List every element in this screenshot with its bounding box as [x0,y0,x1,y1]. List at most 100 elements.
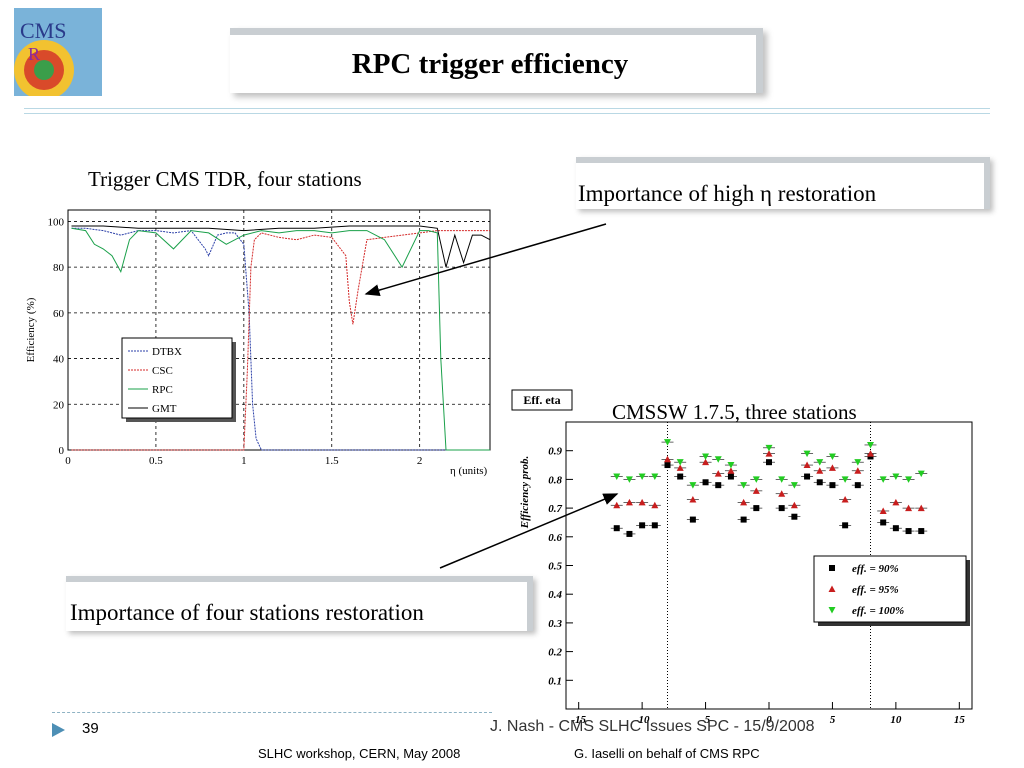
data-point-100 [917,470,925,478]
data-point-90 [689,516,696,523]
data-point-95 [638,498,646,506]
data-point-95 [702,458,710,466]
data-point-90 [740,516,747,523]
data-point-95 [828,464,836,471]
y-tick-label: 100 [48,216,65,228]
data-point-100 [892,473,900,481]
data-point-95 [714,470,722,477]
legend-label: DTBX [152,346,182,358]
y-tick-label: 0.1 [548,675,562,687]
data-point-95 [664,455,671,463]
efficiency-vs-eta-chart: 0 20 40 60 80 100 0 0.5 1 1.5 2 η (units) Efficiency… [25,209,491,477]
y-tick-label: 60 [53,308,65,320]
y-tick-label: 0.9 [548,446,562,458]
legend-label: eff. = 100% [852,605,904,617]
data-point-95 [727,467,735,474]
eff-eta-box [511,389,573,411]
data-point-90 [918,528,925,535]
x-tick-label: 5 [830,714,836,726]
x-axis-label: η (units) [450,465,488,477]
data-point-100 [867,441,874,449]
y-axis-label: Efficiency (%) [25,297,37,362]
data-point-90 [880,519,887,526]
callout-frame-four-stations [66,576,533,631]
y-tick-label: 0.8 [548,474,562,486]
legend-marker [828,585,836,592]
data-point-100 [714,456,722,463]
data-point-90 [829,482,836,489]
cms-rpc-logo: CMS R [14,8,102,100]
data-point-95 [625,498,633,506]
data-point-90 [892,525,899,532]
eff-eta-label: Eff. eta [523,393,560,407]
data-point-95 [790,501,798,509]
data-point-95 [765,450,773,457]
x-tick-label: 0 [766,714,772,726]
slide-title: RPC trigger efficiency [351,48,629,80]
legend-label: eff. = 90% [852,563,899,575]
y-tick-label: 0 [59,445,65,457]
legend-marker [829,565,835,571]
title-frame [230,28,763,93]
data-point-100 [854,459,862,466]
data-point-100 [803,450,811,458]
y-axis-label: Efficiency prob. [519,456,531,530]
data-point-90 [854,482,861,489]
data-point-95 [867,450,874,457]
data-point-95 [689,495,697,503]
x-tick-label: -5 [701,714,711,726]
play-triangle-icon [52,723,65,737]
data-point-95 [803,461,811,469]
legend-label: RPC [152,384,173,396]
y-tick-label: 0.2 [548,647,562,659]
data-point-100 [727,462,735,469]
data-point-90 [639,522,646,529]
data-point-100 [702,453,710,460]
data-point-95 [841,495,849,503]
data-point-90 [791,513,798,520]
data-point-100 [752,476,760,483]
data-point-100 [879,476,887,483]
y-tick-label: 0.3 [548,618,562,630]
legend-label: eff. = 95% [852,584,899,596]
page-number: 39 [82,720,99,737]
data-point-90 [626,530,633,537]
data-point-90 [702,479,709,486]
x-tick-label: 2 [417,455,423,467]
data-point-100 [613,473,621,481]
x-tick-label: 1.5 [325,455,339,467]
y-tick-label: 0.4 [548,589,562,601]
x-tick-label: -15 [571,714,586,726]
data-point-100 [905,476,913,483]
data-point-95 [676,464,684,471]
data-point-95 [740,498,748,506]
right-chart-caption: CMSSW 1.7.5, three stations [612,400,857,424]
data-point-100 [625,476,633,483]
data-point-90 [715,482,722,489]
data-point-100 [816,459,824,466]
header-divider [24,108,990,114]
y-tick-label: 20 [53,399,65,411]
x-tick-label: -10 [635,714,650,726]
data-point-95 [778,490,786,497]
x-axis-label: EtaTower [927,730,972,732]
footer-workshop: SLHC workshop, CERN, May 2008 [258,746,461,761]
data-point-100 [676,459,684,466]
efficiency-vs-etatower-chart: Eff. eta 0.1 0.2 0.3 0.4 0.5 0.6 0.7 0.8 0.9 -15 -1… [511,389,973,732]
data-point-90 [664,462,671,469]
callout-four-stations: Importance of four stations restoration [70,600,424,625]
svg-text:R: R [28,44,40,64]
data-point-90 [727,473,734,480]
series-line-csc [71,230,490,451]
data-point-95 [905,504,913,512]
series-line-dtbx [71,227,490,451]
footer-author: G. Iaselli on behalf of CMS RPC [574,746,760,761]
data-point-100 [841,476,849,483]
data-point-100 [689,482,697,489]
data-point-90 [842,522,849,529]
data-point-100 [651,473,659,481]
data-point-90 [766,459,772,466]
data-point-95 [651,501,659,509]
legend-box [813,555,967,623]
data-point-95 [879,507,887,514]
